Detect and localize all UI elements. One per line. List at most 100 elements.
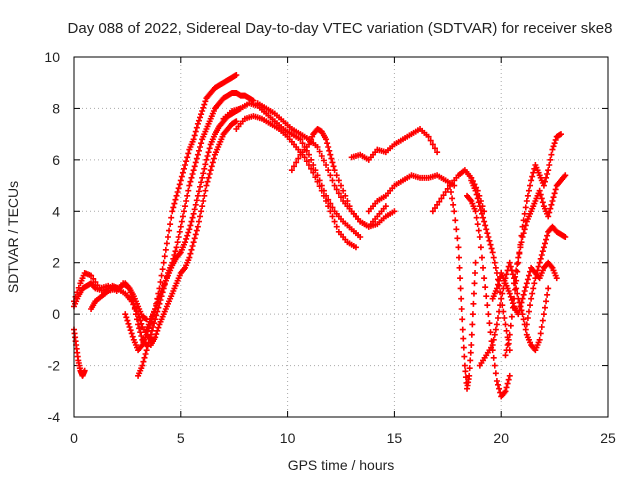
y-axis-label: SDTVAR / TECUs bbox=[5, 181, 21, 293]
data-point bbox=[157, 279, 164, 285]
data-point bbox=[494, 381, 501, 388]
data-point bbox=[210, 155, 217, 162]
data-point bbox=[126, 324, 133, 330]
data-point bbox=[192, 128, 199, 135]
data-point bbox=[461, 362, 468, 369]
data-point bbox=[544, 171, 551, 177]
data-point bbox=[525, 272, 532, 279]
data-point bbox=[493, 321, 500, 328]
data-point bbox=[548, 201, 555, 208]
data-point bbox=[143, 347, 150, 354]
data-point bbox=[199, 108, 206, 114]
data-point bbox=[144, 343, 151, 350]
data-point bbox=[507, 263, 514, 270]
data-point bbox=[429, 141, 436, 148]
data-point bbox=[194, 151, 201, 158]
data-point bbox=[537, 191, 544, 198]
data-point bbox=[325, 144, 332, 150]
data-point bbox=[136, 325, 143, 332]
data-point bbox=[209, 159, 216, 166]
data-point bbox=[197, 114, 204, 121]
data-point bbox=[476, 203, 483, 210]
data-point bbox=[194, 223, 201, 230]
data-point bbox=[207, 167, 214, 174]
data-point bbox=[176, 228, 183, 235]
data-point bbox=[208, 163, 215, 170]
data-point bbox=[506, 331, 513, 338]
data-point bbox=[338, 194, 344, 201]
data-point bbox=[308, 165, 315, 172]
data-point bbox=[489, 249, 496, 256]
data-point bbox=[194, 192, 201, 199]
data-point bbox=[539, 199, 546, 206]
data-point bbox=[506, 259, 513, 266]
data-point bbox=[202, 187, 209, 194]
data-point bbox=[320, 157, 327, 164]
data-point bbox=[168, 214, 175, 221]
data-point bbox=[538, 252, 545, 258]
data-point bbox=[166, 227, 173, 234]
data-point bbox=[525, 187, 532, 194]
data-point bbox=[502, 388, 509, 395]
data-point bbox=[477, 207, 484, 213]
data-point bbox=[503, 384, 510, 391]
data-point bbox=[159, 266, 166, 273]
data-point bbox=[182, 239, 189, 246]
data-point bbox=[197, 144, 204, 150]
data-point bbox=[155, 296, 162, 303]
data-point bbox=[181, 208, 188, 215]
data-point bbox=[487, 241, 494, 248]
data-point bbox=[508, 313, 515, 320]
data-point bbox=[293, 159, 300, 166]
y-tick-label: 0 bbox=[52, 306, 60, 322]
data-point bbox=[503, 271, 510, 278]
data-point bbox=[177, 177, 184, 184]
plot-frame bbox=[73, 56, 609, 418]
data-point bbox=[468, 342, 475, 348]
y-tick-label: 6 bbox=[52, 152, 60, 168]
data-point bbox=[523, 280, 530, 287]
data-point bbox=[327, 208, 334, 215]
data-point bbox=[490, 336, 497, 343]
data-point bbox=[498, 295, 505, 302]
data-point bbox=[506, 290, 513, 297]
data-point bbox=[186, 254, 193, 261]
data-point bbox=[202, 161, 209, 168]
data-point bbox=[485, 311, 492, 318]
y-tick-label: 10 bbox=[44, 49, 60, 65]
data-point bbox=[481, 275, 488, 282]
data-point bbox=[521, 226, 528, 233]
data-point bbox=[172, 248, 179, 255]
data-point bbox=[147, 331, 154, 338]
data-point bbox=[520, 217, 527, 224]
data-point bbox=[170, 204, 177, 211]
data-point bbox=[527, 182, 534, 189]
data-point bbox=[472, 259, 479, 266]
data-point bbox=[470, 300, 477, 307]
data-point bbox=[160, 259, 167, 266]
data-point bbox=[474, 195, 481, 202]
data-point bbox=[195, 117, 202, 124]
data-point bbox=[193, 155, 200, 162]
data-point bbox=[174, 239, 181, 246]
data-point bbox=[517, 303, 524, 310]
data-point bbox=[153, 331, 160, 338]
data-point bbox=[199, 203, 206, 210]
data-point bbox=[518, 299, 525, 306]
series-track-16 bbox=[446, 182, 479, 392]
data-point bbox=[459, 326, 466, 333]
data-point bbox=[201, 101, 208, 108]
data-point bbox=[178, 173, 185, 180]
data-point bbox=[520, 316, 527, 323]
data-point bbox=[522, 204, 529, 211]
data-point bbox=[189, 214, 196, 221]
data-point bbox=[484, 230, 491, 237]
data-point bbox=[454, 235, 461, 242]
data-point bbox=[466, 372, 473, 379]
data-point bbox=[204, 153, 211, 159]
data-point bbox=[471, 280, 478, 287]
data-point bbox=[148, 327, 155, 334]
data-point bbox=[81, 367, 88, 374]
data-point bbox=[516, 307, 523, 314]
data-point bbox=[540, 311, 547, 318]
